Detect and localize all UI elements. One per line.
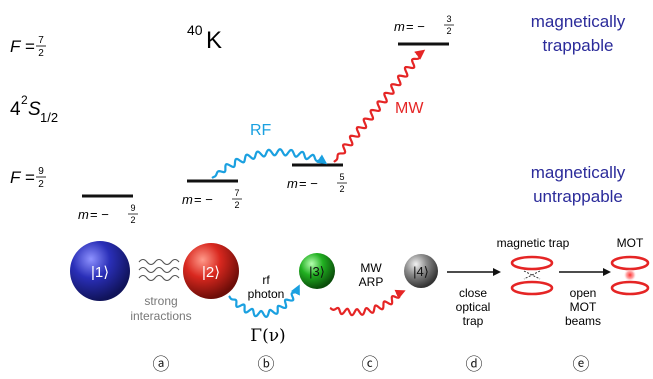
close-optical-trap-label: close optical trap (456, 286, 491, 328)
svg-text:untrappable: untrappable (533, 187, 623, 206)
svg-text:interactions: interactions (130, 309, 191, 323)
step-b: ⓑ (258, 355, 275, 374)
state-2-sphere (183, 243, 239, 299)
magnetic-trap-coils-icon (510, 255, 554, 296)
trappable-label: magnetically trappable (531, 12, 626, 55)
mw-label: MW (395, 100, 424, 117)
level-m-9-2-label: m = − 9 2 (78, 203, 138, 225)
svg-text:photon: photon (248, 287, 285, 301)
svg-text:1/2: 1/2 (40, 110, 58, 125)
svg-text:2: 2 (38, 179, 44, 190)
mw-arp-arrow (329, 289, 406, 317)
svg-text:9: 9 (130, 203, 135, 213)
strong-interactions-label: strong interactions (130, 294, 191, 323)
svg-text:2: 2 (339, 184, 344, 194)
svg-text:= −: = − (406, 19, 425, 34)
rf-photon-label: rf photon (248, 273, 285, 301)
rf-photon-arrow (228, 284, 300, 318)
svg-text:2: 2 (38, 48, 44, 59)
svg-text:3: 3 (446, 14, 451, 24)
svg-text:2: 2 (21, 93, 28, 107)
state-3-sphere (299, 253, 335, 289)
svg-text:m: m (182, 192, 193, 207)
state-4-sphere (404, 254, 438, 288)
svg-text:7: 7 (38, 35, 44, 46)
svg-text:2: 2 (130, 215, 135, 225)
step-markers: ⓐ ⓑ ⓒ ⓓ ⓔ (153, 355, 590, 374)
mot-label: MOT (617, 236, 644, 250)
untrappable-label: magnetically untrappable (531, 163, 626, 206)
step-e: ⓔ (573, 355, 590, 374)
svg-text:m: m (394, 19, 405, 34)
gamma-label: Γ(ν) (250, 326, 285, 346)
svg-text:optical: optical (456, 300, 491, 314)
svg-text:trap: trap (463, 314, 484, 328)
svg-text:K: K (206, 27, 222, 54)
mw-arp-label: MW ARP (359, 261, 384, 289)
isotope-label: 40 K (187, 22, 222, 54)
step-c: ⓒ (362, 355, 379, 374)
svg-text:= −: = − (299, 176, 318, 191)
svg-text:open: open (570, 286, 597, 300)
level-m-7-2-label: m = − 7 2 (182, 188, 242, 210)
level-m-3-2-label: m = − 3 2 (394, 14, 454, 36)
svg-text:7: 7 (234, 188, 239, 198)
rf-label: RF (250, 122, 272, 139)
svg-text:magnetically: magnetically (531, 163, 626, 182)
open-mot-beams-label: open MOT beams (565, 286, 601, 328)
svg-text:9: 9 (38, 166, 44, 177)
svg-text:trappable: trappable (543, 36, 614, 55)
svg-text:2: 2 (234, 200, 239, 210)
svg-text:5: 5 (339, 172, 344, 182)
svg-text:S: S (28, 99, 41, 120)
svg-text:F: F (10, 37, 22, 56)
state-1-label: |1⟩ (91, 264, 109, 281)
svg-text:40: 40 (187, 22, 203, 38)
rf-transition-arrow (211, 148, 328, 179)
step-d: ⓓ (466, 355, 483, 374)
svg-text:F: F (10, 168, 22, 187)
mot-coils-icon (610, 255, 650, 296)
f-lower-label: F = 9 2 (10, 166, 46, 190)
state-4-label: |4⟩ (413, 264, 429, 279)
svg-text:m: m (78, 207, 89, 222)
state-1-sphere (70, 241, 130, 301)
mw-transition-arrow (333, 49, 426, 163)
term-symbol: 4 2 S 1/2 (10, 93, 58, 125)
svg-text:close: close (459, 286, 487, 300)
interaction-waves-icon (138, 258, 180, 282)
svg-text:strong: strong (144, 294, 177, 308)
f-upper-label: F = 7 2 (10, 35, 46, 59)
step-a: ⓐ (153, 355, 170, 374)
svg-text:magnetically: magnetically (531, 12, 626, 31)
level-m-5-2-label: m = − 5 2 (287, 172, 347, 194)
svg-text:4: 4 (10, 99, 21, 120)
state-3-label: |3⟩ (309, 264, 325, 279)
svg-text:MOT: MOT (570, 300, 597, 314)
magnetic-trap-label: magnetic trap (497, 236, 570, 250)
svg-text:rf: rf (262, 273, 270, 287)
svg-text:MW: MW (360, 261, 382, 275)
state-2-label: |2⟩ (202, 264, 220, 281)
svg-text:m: m (287, 176, 298, 191)
svg-text:2: 2 (446, 26, 451, 36)
svg-text:beams: beams (565, 314, 601, 328)
svg-text:= −: = − (194, 192, 213, 207)
svg-text:=: = (25, 37, 35, 56)
svg-text:= −: = − (90, 207, 109, 222)
svg-text:=: = (25, 168, 35, 187)
svg-text:ARP: ARP (359, 275, 384, 289)
